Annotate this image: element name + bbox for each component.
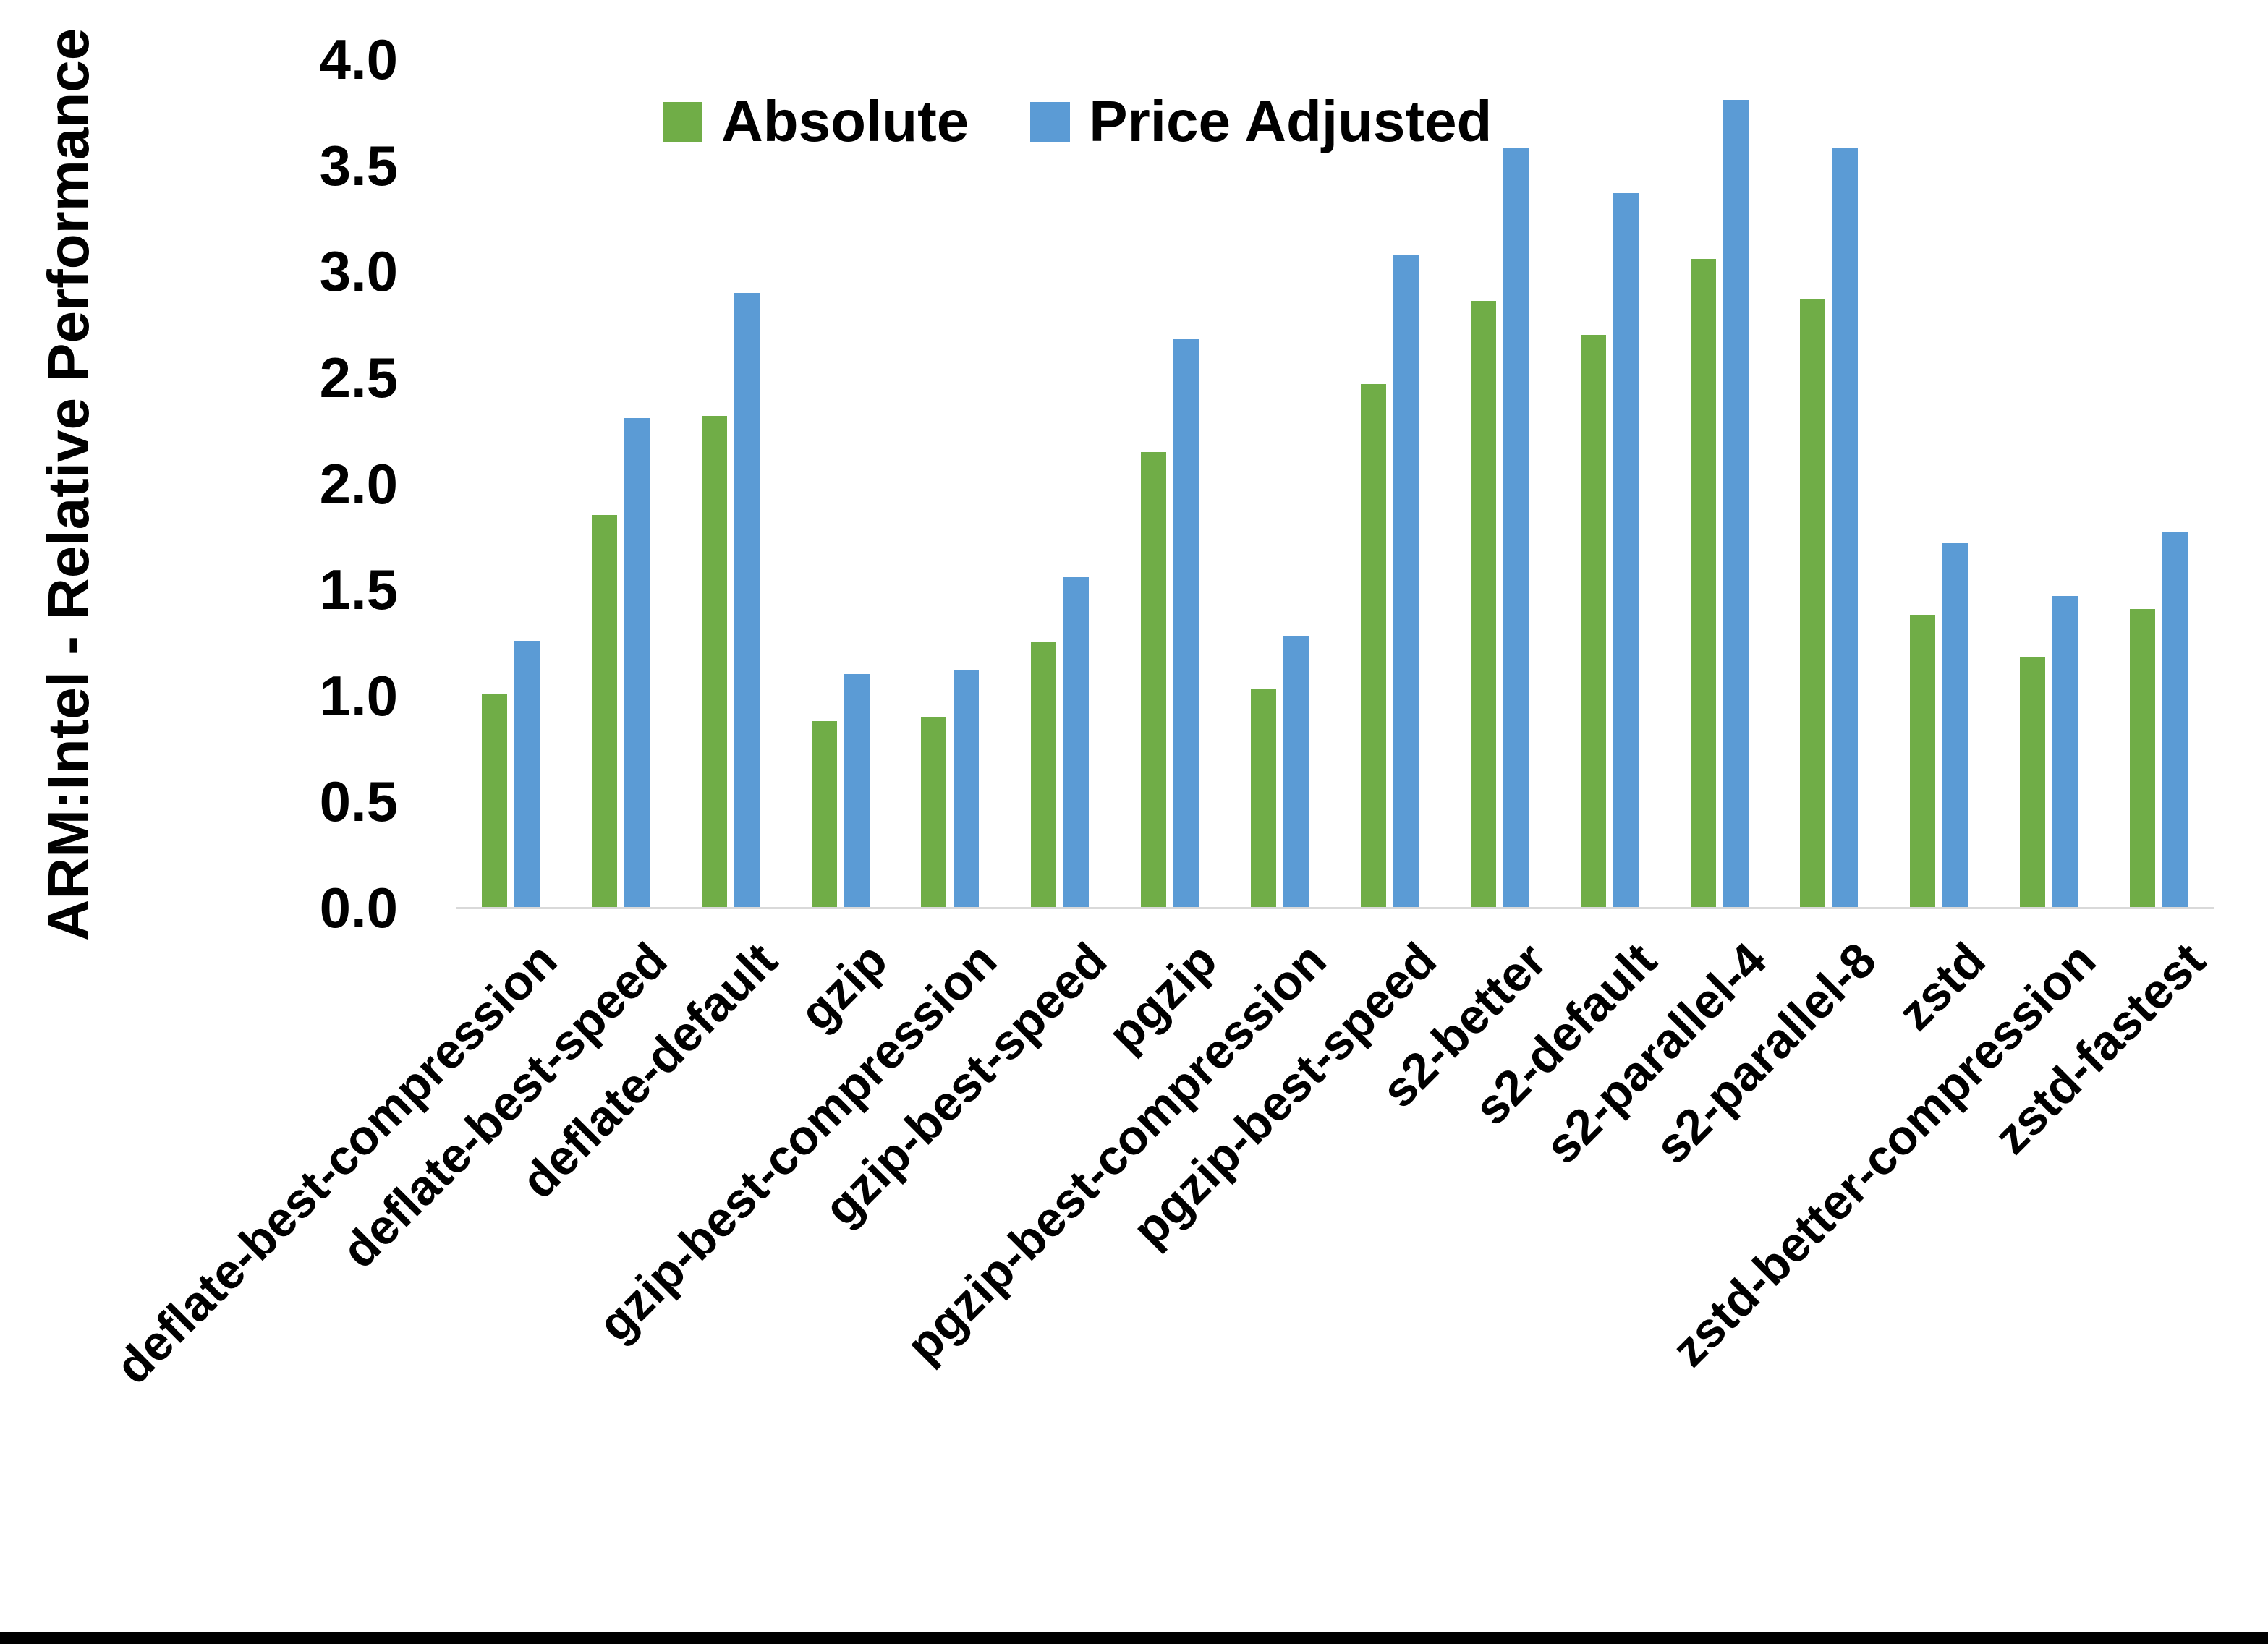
bar-absolute [1800, 299, 1826, 908]
bar-price-adjusted [624, 418, 650, 908]
bar-absolute [1141, 452, 1167, 908]
bar-price-adjusted [1942, 543, 1968, 908]
bar-price-adjusted [734, 293, 760, 908]
legend-label-absolute: Absolute [721, 89, 969, 153]
screenshot-bottom-border [0, 1632, 2268, 1644]
bar-absolute [921, 717, 947, 908]
bar-absolute [1580, 335, 1606, 908]
bar-price-adjusted [1393, 255, 1419, 908]
bar-price-adjusted [514, 641, 540, 908]
y-tick-label: 1.0 [319, 663, 398, 728]
bar-absolute [1470, 301, 1496, 908]
y-tick-label: 3.5 [319, 133, 398, 197]
legend-label-price-adjusted: Price Adjusted [1089, 89, 1492, 153]
y-tick-label: 2.5 [319, 345, 398, 409]
bar-price-adjusted [1173, 339, 1199, 908]
bar-absolute [701, 416, 727, 908]
y-tick-label: 3.0 [319, 239, 398, 304]
x-category-label: deflate-best-compression [105, 932, 568, 1395]
legend-item-price-adjusted: Price Adjusted [1030, 93, 1492, 150]
bar-absolute [811, 721, 837, 908]
legend: Absolute Price Adjusted [663, 93, 1492, 150]
bar-price-adjusted [1613, 193, 1639, 908]
bar-absolute [2020, 657, 2046, 908]
legend-swatch-price-adjusted [1030, 101, 1071, 142]
bar-price-adjusted [1283, 636, 1309, 908]
bar-absolute [1031, 642, 1057, 908]
bar-price-adjusted [844, 674, 870, 908]
bar-price-adjusted [1723, 100, 1749, 908]
bar-absolute [481, 694, 507, 908]
x-axis-line [456, 907, 2214, 909]
bar-absolute [1690, 259, 1716, 908]
legend-swatch-absolute [663, 101, 702, 142]
bar-price-adjusted [1063, 577, 1090, 908]
bar-absolute [1360, 384, 1386, 908]
y-tick-label: 0.0 [319, 876, 398, 940]
y-tick-label: 2.0 [319, 451, 398, 516]
bar-price-adjusted [954, 670, 980, 908]
legend-item-absolute: Absolute [663, 93, 969, 150]
bar-price-adjusted [1832, 148, 1859, 908]
bar-absolute [1910, 615, 1936, 908]
y-tick-label: 4.0 [319, 27, 398, 91]
bar-absolute [591, 515, 617, 908]
y-tick-label: 0.5 [319, 770, 398, 834]
bar-price-adjusted [2052, 596, 2078, 908]
bar-price-adjusted [2162, 532, 2188, 908]
bar-absolute [2130, 609, 2156, 908]
y-tick-label: 1.5 [319, 558, 398, 622]
bar-absolute [1251, 689, 1277, 908]
bar-price-adjusted [1503, 148, 1529, 908]
